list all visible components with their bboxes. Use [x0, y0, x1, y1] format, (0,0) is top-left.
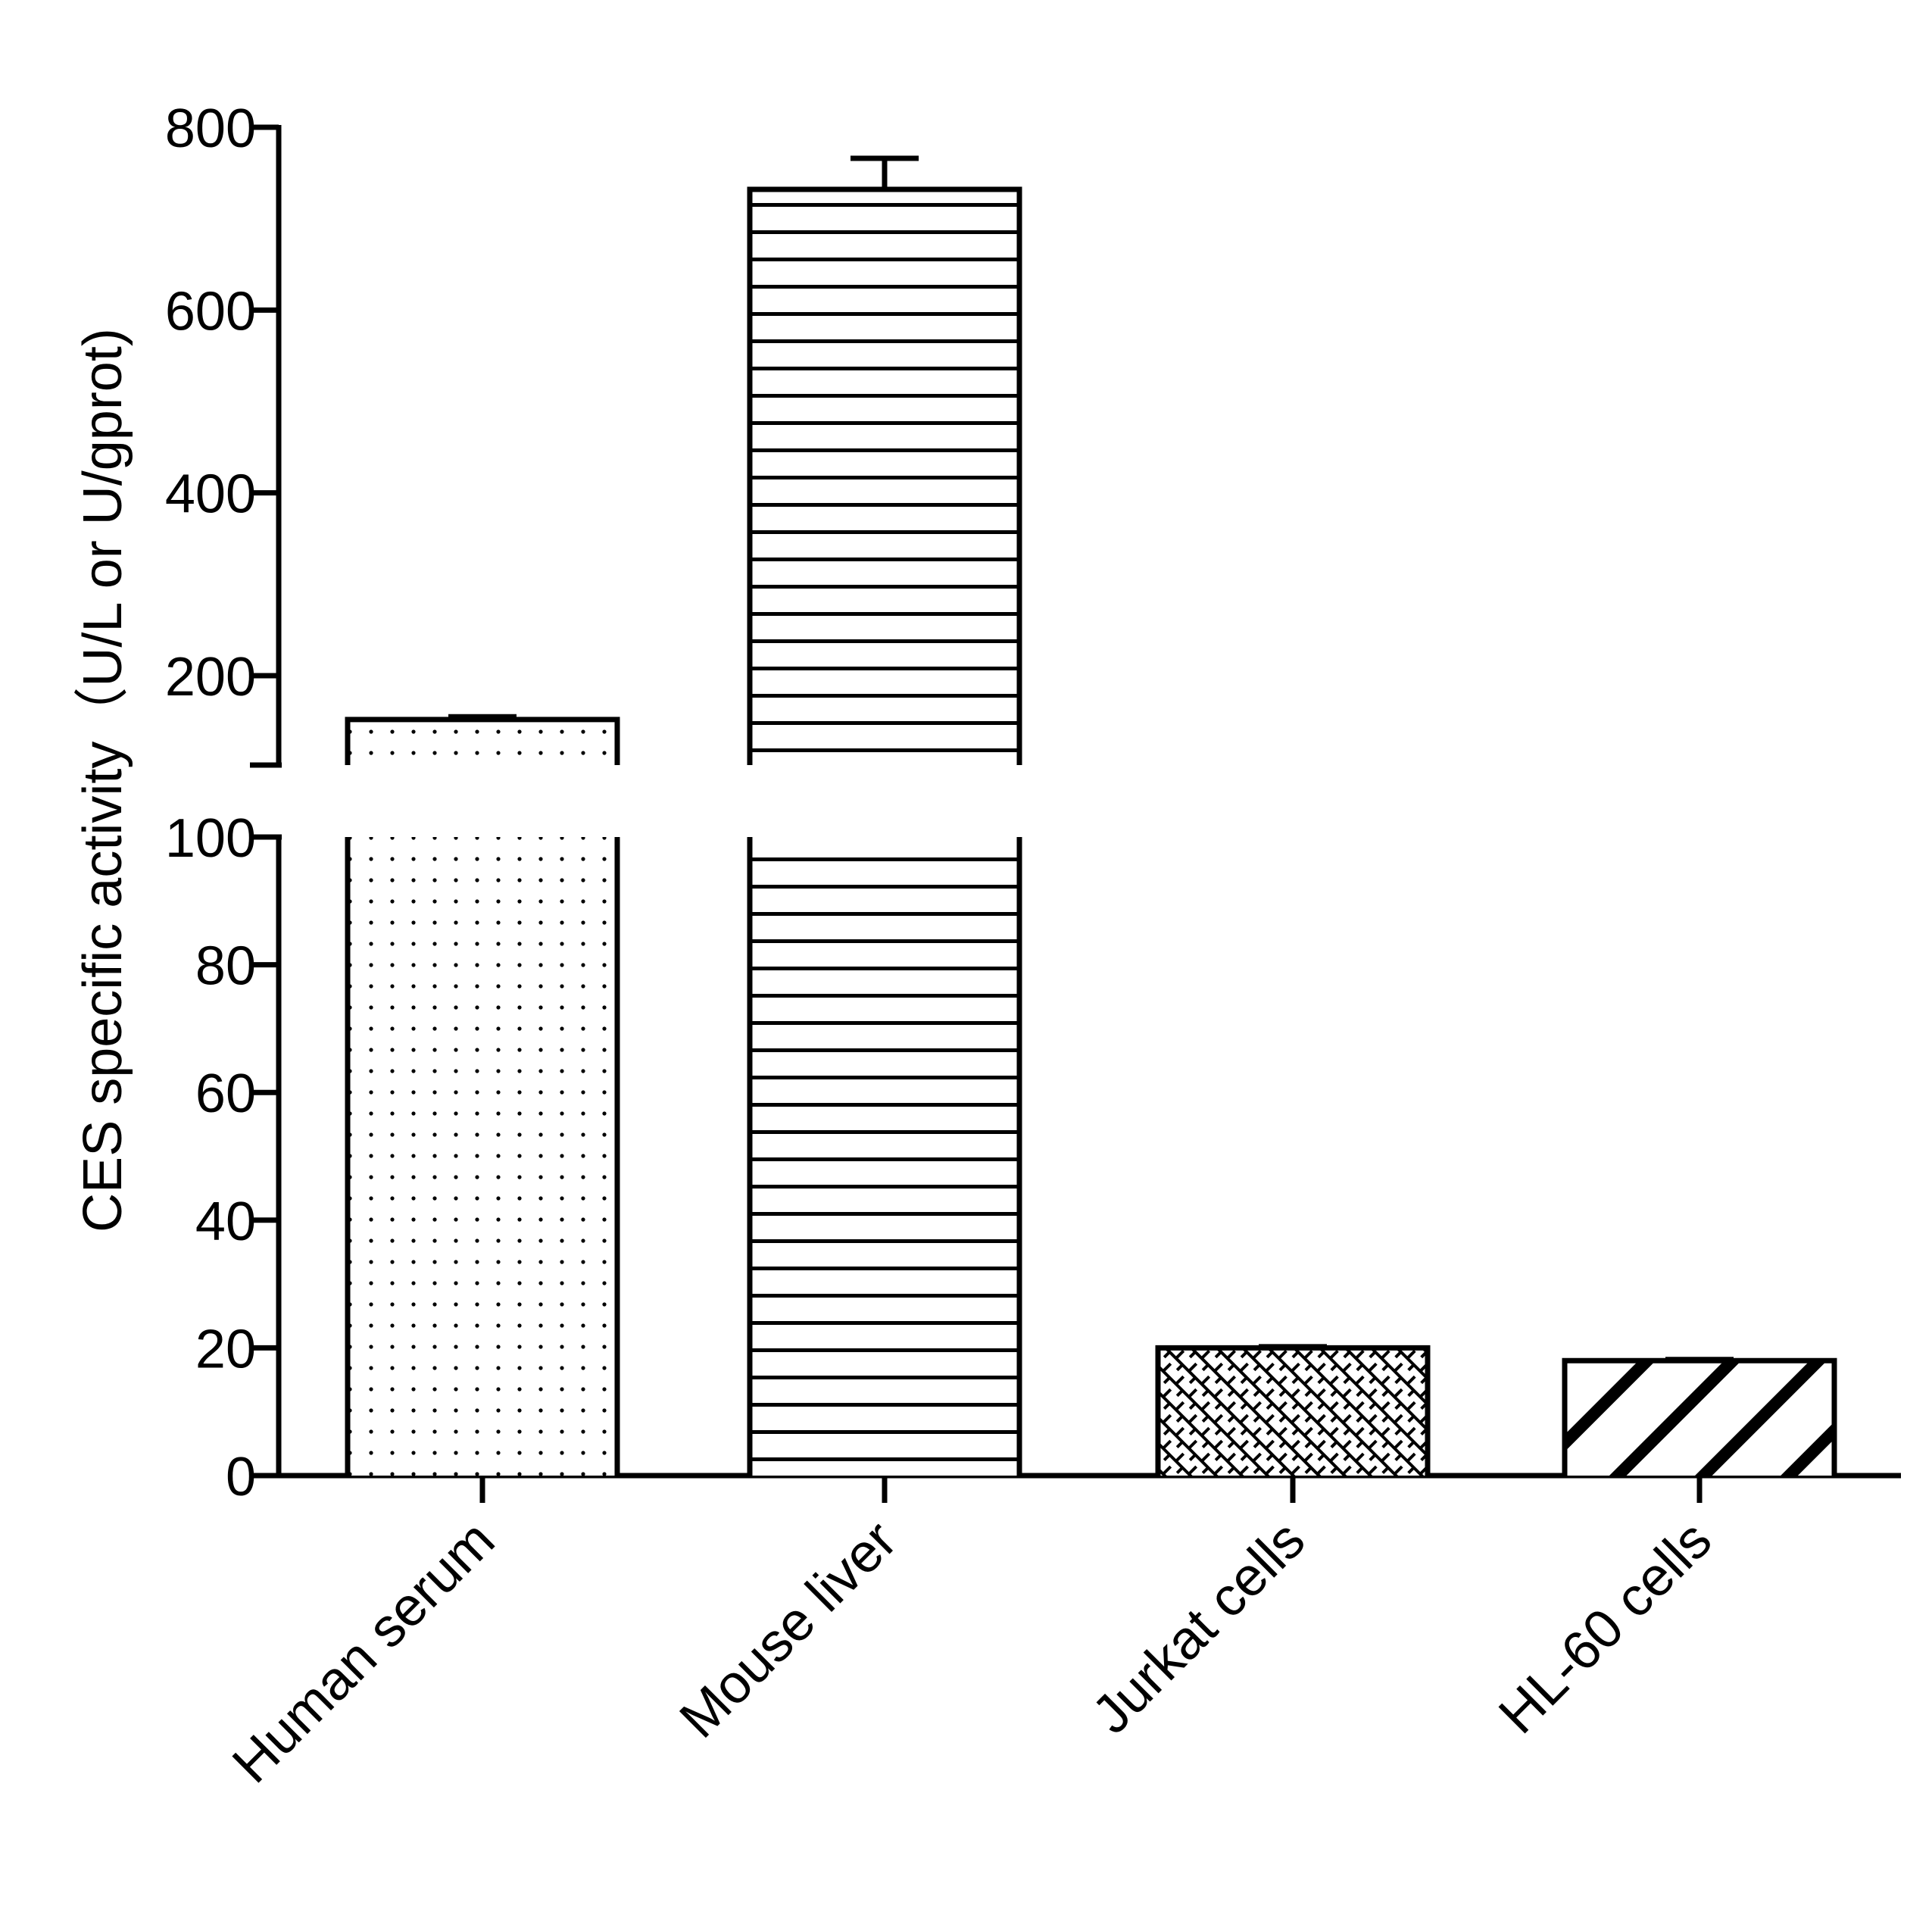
y-tick-label: 600 — [165, 281, 256, 342]
bar — [1565, 1360, 1834, 1476]
bar-lower — [750, 837, 1019, 1476]
y-tick-label: 40 — [195, 1192, 256, 1252]
bar-lower — [348, 837, 617, 1476]
x-category-label: Human serum — [221, 1510, 506, 1794]
y-tick-label: 20 — [195, 1319, 256, 1379]
y-tick-label: 60 — [195, 1064, 256, 1124]
x-category-label: HL-60 cells — [1487, 1510, 1723, 1745]
y-tick-label: 100 — [165, 808, 256, 869]
y-tick-label: 80 — [195, 936, 256, 997]
y-axis-title: CES specific activity（U/L or U/gprot) — [73, 328, 133, 1232]
x-category-label: Jurkat cells — [1081, 1510, 1316, 1745]
bar-lower-outline — [345, 837, 620, 1476]
bar-lower-outline — [747, 837, 1022, 1476]
bar — [1158, 1348, 1428, 1476]
x-category-label: Mouse liver — [668, 1510, 908, 1750]
bar-upper — [750, 189, 1019, 765]
y-tick-label: 0 — [226, 1447, 256, 1507]
bar-upper — [348, 719, 617, 765]
y-tick-label: 400 — [165, 464, 256, 525]
y-tick-label: 200 — [165, 647, 256, 707]
y-tick-label: 800 — [165, 98, 256, 159]
